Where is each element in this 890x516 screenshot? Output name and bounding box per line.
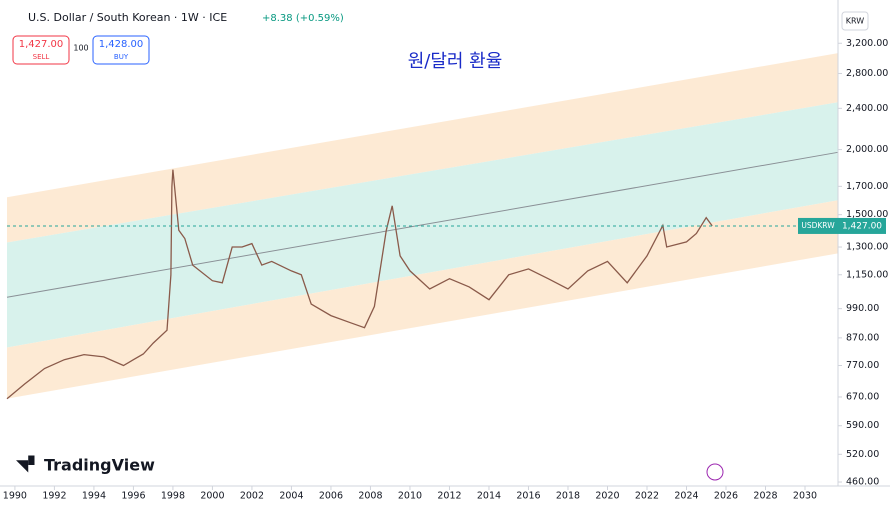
- buy-button[interactable]: [92, 35, 150, 65]
- x-tick-label: 2028: [753, 491, 777, 502]
- x-tick-label: 2014: [477, 491, 501, 502]
- sell-price: 1,427.00: [19, 39, 64, 50]
- x-tick-label: 2026: [714, 491, 738, 502]
- channel-band: [7, 200, 838, 399]
- plot-area: [6, 53, 839, 400]
- x-tick-label: 2000: [200, 491, 224, 502]
- x-tick-label: 2010: [398, 491, 422, 502]
- x-tick-label: 2008: [358, 491, 382, 502]
- y-tick-label: 1,150.00: [846, 269, 888, 280]
- y-tick-label: 1,300.00: [846, 242, 888, 253]
- currency: KRW: [846, 17, 864, 26]
- price-tag-value-bg: [838, 217, 886, 234]
- x-tick-label: 2018: [556, 491, 580, 502]
- y-tick-label: 1,700.00: [846, 181, 888, 192]
- x-tick-label: 1990: [3, 491, 27, 502]
- y-tick-label: 2,000.00: [846, 144, 888, 155]
- price-line: [6, 169, 713, 400]
- y-tick-label: 770.00: [846, 360, 879, 371]
- y-tick-label: 520.00: [846, 449, 879, 460]
- price-change: +8.38 (+0.59%): [262, 13, 344, 24]
- y-tick-label: 870.00: [846, 332, 879, 343]
- channel-midline: [6, 151, 839, 298]
- y-tick-label: 2,800.00: [846, 68, 888, 79]
- event-icon[interactable]: [706, 463, 724, 481]
- y-tick-label: 670.00: [846, 391, 879, 402]
- x-tick-label: 2004: [279, 491, 303, 502]
- channel-band: [7, 53, 838, 243]
- sell-button[interactable]: [12, 35, 70, 65]
- price-tag-value: 1,427.00: [842, 221, 882, 231]
- annotation: 원/달러 환율: [408, 51, 503, 72]
- x-tick-label: 2022: [635, 491, 659, 502]
- price-tag-symbol: USDKRW: [801, 221, 835, 230]
- currency-box[interactable]: [841, 11, 869, 31]
- logo: TradingView: [44, 456, 155, 475]
- buy-price: 1,428.00: [99, 39, 144, 50]
- x-tick-label: 2016: [516, 491, 540, 502]
- x-tick-label: 1996: [121, 491, 145, 502]
- x-tick-label: 1998: [161, 491, 185, 502]
- y-tick-label: 460.00: [846, 477, 879, 488]
- y-tick-label: 590.00: [846, 420, 879, 431]
- spread: 100: [73, 44, 88, 53]
- symbol-title: U.S. Dollar / South Korean · 1W · ICE: [28, 11, 227, 24]
- price-tag-bg: [798, 217, 838, 234]
- sell-label: SELL: [33, 53, 50, 61]
- logo-mark: ◥▘: [16, 456, 41, 475]
- y-tick-label: 2,400.00: [846, 103, 888, 114]
- x-tick-label: 2002: [240, 491, 264, 502]
- x-tick-label: 2030: [793, 491, 817, 502]
- y-tick-label: 990.00: [846, 303, 879, 314]
- y-tick-label: 1,500.00: [846, 209, 888, 220]
- x-tick-label: 2024: [674, 491, 698, 502]
- x-tick-label: 2006: [319, 491, 343, 502]
- x-tick-label: 2012: [437, 491, 461, 502]
- x-tick-label: 1992: [42, 491, 66, 502]
- x-tick-label: 1994: [82, 491, 106, 502]
- buy-label: BUY: [114, 53, 129, 61]
- y-tick-label: 3,200.00: [846, 38, 888, 49]
- x-tick-label: 2020: [595, 491, 619, 502]
